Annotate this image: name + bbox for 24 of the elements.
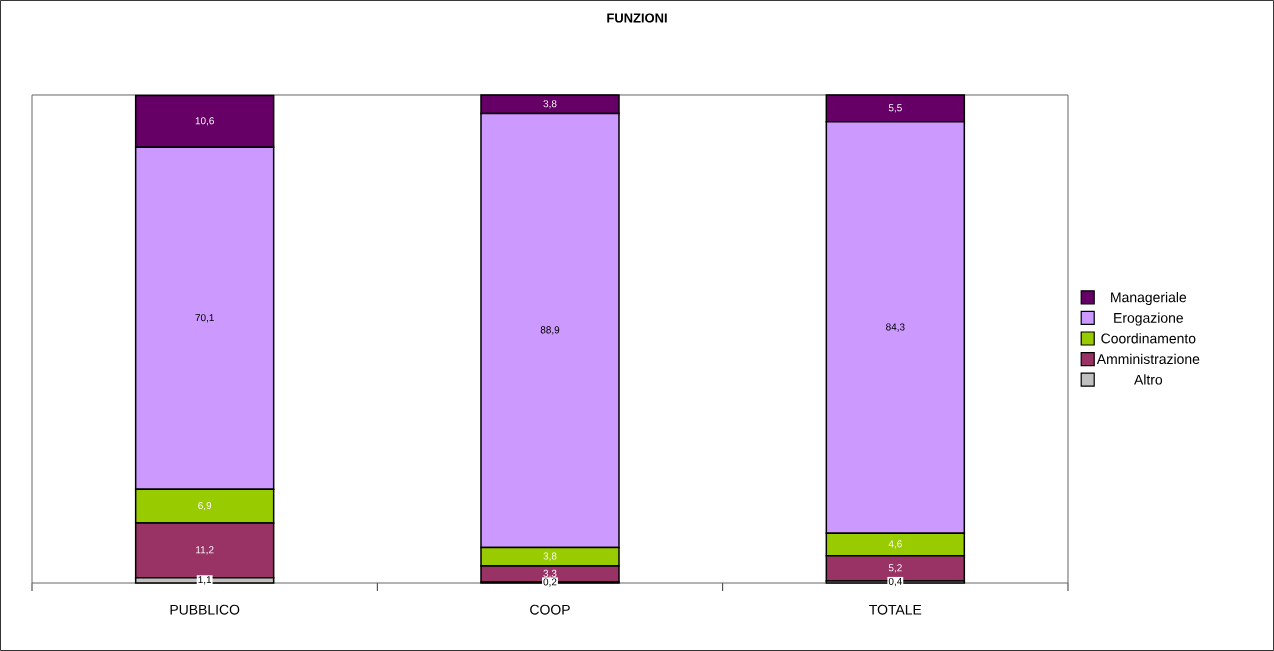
- data-label: 88,9: [540, 326, 560, 335]
- data-label: 6,9: [198, 502, 212, 511]
- chart-title: FUNZIONI: [607, 13, 667, 23]
- legend-label: Coordinamento: [1101, 333, 1196, 344]
- x-tick-label: PUBBLICO: [170, 604, 240, 615]
- text: Altro: [1134, 374, 1163, 385]
- legend-label: Amministrazione: [1096, 353, 1200, 365]
- data-label: 5,5: [888, 104, 902, 113]
- data-label: 3,3: [543, 569, 557, 579]
- legend-label: Manageriale: [1111, 292, 1187, 306]
- data-label: 5,2: [888, 564, 902, 573]
- data-label: 3,8: [543, 552, 557, 561]
- data-label: 4,6: [888, 540, 902, 549]
- x-tick-label: TOTALE: [869, 604, 922, 615]
- data-label: 0,4: [888, 577, 902, 587]
- data-label: 1,1: [198, 576, 212, 585]
- data-label: 11,2: [196, 546, 214, 555]
- data-label: 84,3: [886, 323, 905, 332]
- data-label: 70,1: [195, 314, 214, 323]
- data-label: 3,8: [543, 100, 557, 109]
- legend-label: Erogazione: [1114, 312, 1183, 326]
- data-label: 0,2: [543, 578, 557, 587]
- data-label: 10,6: [195, 117, 214, 126]
- x-tick-label: COOP: [530, 604, 570, 615]
